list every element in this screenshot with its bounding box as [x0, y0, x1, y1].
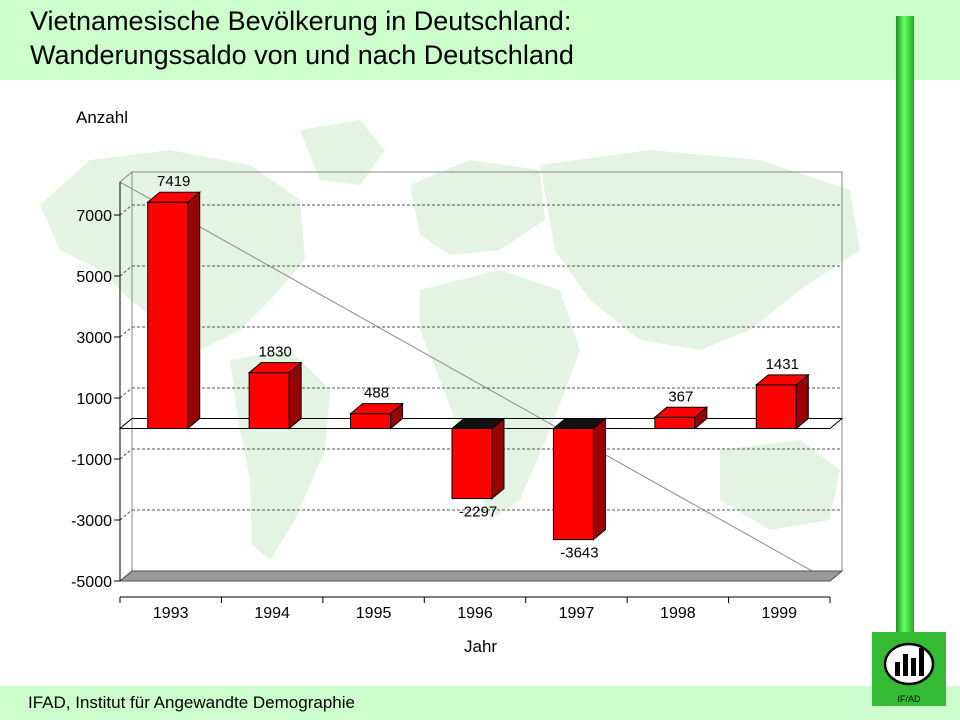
gridline-diagonal: [119, 448, 133, 460]
gridline-diagonal: [119, 570, 133, 582]
data-label-1998: 367: [668, 388, 693, 405]
x-tick-label-1993: 1993: [153, 605, 189, 622]
gridline-diagonal: [119, 265, 133, 277]
logo-chart-icon: [883, 642, 935, 686]
plot-floor: [118, 570, 844, 582]
bar-1999: [754, 373, 810, 430]
map-greenland: [300, 120, 385, 185]
bar-front: [350, 413, 392, 429]
bar-side: [491, 417, 505, 500]
bar-front: [552, 428, 594, 541]
x-tick-label-1996: 1996: [457, 605, 493, 622]
bar-front: [755, 384, 797, 429]
y-tick-label: 3000: [76, 330, 112, 347]
x-tick-label-1997: 1997: [559, 605, 595, 622]
x-tick-label-1998: 1998: [660, 605, 696, 622]
bar-top: [754, 374, 810, 386]
y-tick-label: -3000: [71, 513, 112, 530]
x-axis: 1993 1994 1995 1996 1997 1998 1999: [119, 596, 831, 622]
x-tick-label-1999: 1999: [761, 605, 797, 622]
map-asia: [540, 150, 860, 350]
bar-side: [288, 361, 302, 430]
data-labels: 7419 1830 488 -2297 -3643 367 1431: [157, 173, 799, 561]
bar-front: [451, 428, 493, 500]
bar-top: [247, 362, 303, 374]
page-title: Vietnamesische Bevölkerung in Deutschlan…: [30, 4, 574, 72]
plot-back-wall: [119, 171, 843, 582]
footer-band: [0, 686, 960, 720]
data-label-1994: 1830: [258, 344, 291, 361]
bar-1995: [349, 402, 404, 430]
map-australia: [720, 440, 840, 530]
y-tick-label: -1000: [71, 452, 112, 469]
gridline-diagonal: [119, 387, 133, 399]
logo-text: IF/AD: [897, 694, 921, 704]
gridline-diagonal: [119, 204, 133, 216]
bar-top: [653, 406, 709, 418]
y-tick-label: 7000: [76, 208, 112, 225]
decorative-green-bar: [896, 16, 914, 720]
data-label-1996: -2297: [459, 504, 497, 521]
title-line-2: Wanderungssaldo von und nach Deutschland: [30, 40, 574, 70]
y-tick-label: 5000: [76, 269, 112, 286]
bar-1998: [653, 406, 709, 430]
bar-1993: [146, 191, 202, 430]
bar-top: [349, 403, 404, 415]
title-band: [0, 0, 960, 80]
bar-front: [147, 201, 189, 429]
gridline-diagonal: [119, 509, 133, 521]
footer-text: IFAD, Institut für Angewandte Demographi…: [28, 693, 355, 712]
y-axis-label: Anzahl: [76, 108, 128, 127]
y-tick-label: -5000: [71, 574, 112, 591]
bar-side: [592, 417, 606, 541]
x-tick-label-1995: 1995: [356, 605, 392, 622]
bar-top: [552, 418, 607, 429]
bar-top: [450, 418, 506, 429]
y-axis: 7000 5000 3000 1000 -1000 -3000 -5000: [71, 182, 121, 591]
data-label-1999: 1431: [766, 356, 799, 373]
title-line-1: Vietnamesische Bevölkerung in Deutschlan…: [30, 6, 572, 36]
bar-top: [146, 191, 202, 203]
bar-side: [187, 191, 201, 430]
data-label-1997: -3643: [560, 545, 598, 562]
bars: [146, 191, 810, 541]
bar-1997: [552, 417, 607, 541]
data-label-1993: 7419: [157, 173, 190, 190]
ifad-logo: IF/AD: [872, 632, 946, 706]
bar-front: [248, 372, 290, 429]
data-label-1995: 488: [364, 385, 389, 402]
map-europe: [410, 160, 545, 255]
y-tick-label: 1000: [76, 391, 112, 408]
gridline-diagonal: [119, 326, 133, 338]
bar-1996: [450, 417, 506, 500]
x-axis-label: Jahr: [464, 637, 498, 656]
bar-front: [654, 416, 696, 429]
bar-1994: [247, 361, 303, 430]
x-tick-label-1994: 1994: [254, 605, 290, 622]
